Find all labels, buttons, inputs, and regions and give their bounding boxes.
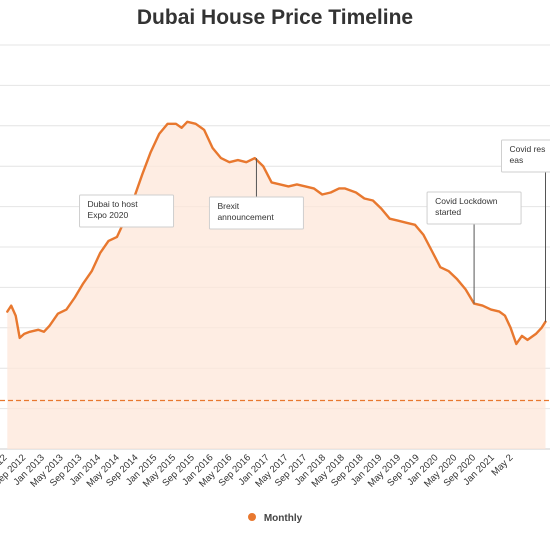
annotation-text: Brexit bbox=[217, 201, 239, 211]
series-line bbox=[6, 120, 547, 346]
annotation-text: Dubai to host bbox=[88, 199, 139, 209]
annotation-text: eas bbox=[510, 155, 524, 165]
chart-title: Dubai House Price Timeline bbox=[136, 6, 414, 29]
annotation-text: Covid Lockdown bbox=[435, 196, 498, 206]
annotation-text: Expo 2020 bbox=[88, 210, 129, 220]
legend-marker-icon bbox=[247, 513, 256, 522]
annotation-text: announcement bbox=[217, 212, 274, 222]
x-tick-label: May 2 bbox=[489, 452, 515, 478]
annotation-box bbox=[501, 139, 550, 173]
annotation-box bbox=[426, 191, 522, 225]
annotation-box bbox=[208, 196, 304, 230]
legend[interactable]: Monthly bbox=[0, 513, 550, 524]
legend-label: Monthly bbox=[263, 513, 303, 524]
annotation-text: started bbox=[435, 207, 461, 217]
annotation-text: Covid res bbox=[510, 144, 546, 154]
annotation-box bbox=[79, 194, 175, 228]
